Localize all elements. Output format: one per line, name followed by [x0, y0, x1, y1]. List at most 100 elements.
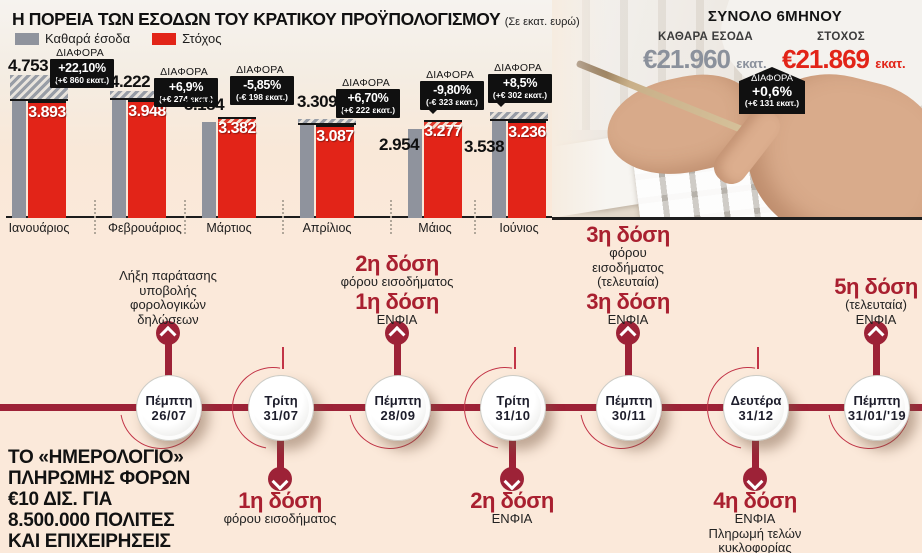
node-accent-line — [282, 347, 284, 369]
net-bar — [408, 129, 422, 218]
node-arrow-tip — [743, 467, 767, 491]
summary-diff-amount: (+€ 131 εκατ.) — [744, 98, 800, 108]
diff-tag: ΔΙΑΦΟΡΑ — [56, 47, 104, 59]
node-label-line: 5η δόση — [834, 274, 918, 299]
photo-fade — [552, 0, 607, 217]
net-bar — [492, 112, 506, 218]
node-circle: Πέμπτη 30/11 — [596, 375, 662, 441]
diff-pct: -9,80% — [433, 83, 471, 97]
node-date: 28/09 — [380, 408, 416, 423]
month-label: Μάιος — [418, 221, 452, 235]
node-label-line: ΕΝΦΙΑ — [855, 311, 897, 327]
target-value-label: 3.893 — [28, 104, 66, 121]
net-value-label: 3.309 — [297, 92, 338, 111]
difference-hatch — [110, 91, 168, 100]
node-label: 1η δόση φόρου εισοδήματος — [200, 489, 360, 527]
top-background — [0, 0, 562, 242]
chevron-up-icon — [388, 325, 406, 343]
diff-tag: ΔΙΑΦΟΡΑ — [236, 64, 284, 76]
node-label-line: εισοδήματος — [592, 259, 664, 275]
diff-callout: +6,70% (+€ 222 εκατ.) — [336, 89, 400, 118]
month-label: Απρίλιος — [302, 221, 352, 235]
summary-target-number: €21.869 — [782, 44, 870, 74]
node-circle: Πέμπτη 26/07 — [136, 375, 202, 441]
legend-target-label: Στόχος — [182, 31, 222, 46]
node-day: Δευτέρα — [730, 393, 782, 408]
node-label: 4η δόση ΕΝΦΙΑ Πληρωμή τελών κυκλοφορίας — [675, 489, 835, 553]
summary-target-value: €21.869 εκατ. — [782, 44, 906, 75]
timeline-heading-line: ΠΛΗΡΩΜΗΣ ΦΟΡΩΝ — [8, 468, 191, 489]
node-arrow-tip — [156, 321, 180, 345]
summary-title: ΣΥΝΟΛΟ 6ΜΗΝΟΥ — [707, 8, 843, 25]
node-label-line: 1η δόση — [238, 488, 322, 513]
summary-target-unit: εκατ. — [875, 56, 906, 71]
summary-target-label: ΣΤΟΧΟΣ — [817, 31, 865, 43]
node-date: 31/12 — [738, 408, 774, 423]
month-label: Μάρτιος — [206, 221, 252, 235]
diff-pct: +6,70% — [347, 91, 389, 105]
diff-callout: +6,9% (+€ 274 εκατ.) — [154, 78, 218, 107]
node-circle: Τρίτη 31/07 — [248, 375, 314, 441]
node-date: 31/07 — [263, 408, 299, 423]
diff-callout: -9,80% (-€ 323 εκατ.) — [420, 81, 484, 114]
node-label-line: Λήξη παράτασης — [119, 268, 217, 283]
node-label: Λήξη παράτασης υποβολής φορολογικών δηλώσεω… — [88, 268, 248, 327]
node-label-line: φόρου εισοδήματος — [340, 274, 454, 289]
diff-pct: +6,9% — [168, 80, 204, 94]
node-label-line: ΕΝΦΙΑ — [491, 511, 533, 526]
target-bar — [218, 117, 256, 218]
chart-legend: Καθαρά έσοδα Στόχος — [15, 31, 236, 46]
diff-callout: +8,5% (+€ 302 εκατ.) — [488, 74, 552, 107]
node-accent-line — [514, 347, 516, 369]
node-arrow-tip — [385, 321, 409, 345]
timeline-heading-line: ΤΟ «ΗΜΕΡΟΛΟΓΙΟ» — [8, 447, 184, 468]
summary-net-value: €21.960 εκατ. — [643, 44, 767, 75]
diff-pct: +22,10% — [58, 61, 106, 75]
node-circle: Πέμπτη 28/09 — [365, 375, 431, 441]
net-value-label: 3.184 — [184, 95, 225, 114]
node-label-line: 2η δόση — [470, 488, 554, 513]
month-separator — [390, 200, 392, 234]
month-separator — [474, 200, 476, 234]
timeline-heading-line: ΚΑΙ ΕΠΙΧΕΙΡΗΣΕΙΣ — [8, 531, 171, 552]
node-label: 3η δόση φόρου εισοδήματος (τελευταία) 3η δόσ… — [548, 223, 708, 327]
node-stem — [277, 407, 284, 479]
diff-tag: ΔΙΑΦΟΡΑ — [160, 66, 208, 78]
node-arrow-tip — [268, 467, 292, 491]
node-label-line: 4η δόση — [713, 488, 797, 513]
node-day: Τρίτη — [496, 393, 530, 408]
chart-unit-note: (Σε εκατ. ευρώ) — [504, 16, 580, 28]
node-label-line: ΕΝΦΙΑ — [376, 311, 418, 327]
month-label: Ιούνιος — [499, 221, 539, 235]
node-stem — [165, 333, 172, 407]
diff-callout: +22,10% (+€ 860 εκατ.) — [50, 59, 114, 88]
month-label: Φεβρουάριος — [108, 221, 182, 235]
node-date: 30/11 — [611, 408, 647, 423]
node-arrow-tip — [616, 321, 640, 345]
difference-hatch — [218, 117, 256, 123]
month-separator — [94, 200, 96, 234]
target-bar — [128, 100, 166, 218]
node-label-line: ΕΝΦΙΑ — [607, 311, 649, 327]
summary-net-label: ΚΑΘΑΡΑ ΕΣΟΔΑ — [658, 31, 753, 43]
diff-amount: (+€ 222 εκατ.) — [340, 105, 396, 115]
node-day: Πέμπτη — [374, 393, 422, 408]
net-bar — [202, 122, 216, 218]
node-stem — [509, 407, 516, 479]
net-swatch — [15, 32, 39, 45]
node-label-line: (τελευταία) — [845, 297, 907, 312]
chevron-up-icon — [159, 325, 177, 343]
diff-amount: (+€ 274 εκατ.) — [158, 94, 214, 104]
legend-item-net: Καθαρά έσοδα — [15, 31, 130, 46]
node-day: Πέμπτη — [853, 393, 901, 408]
summary-diff-pct: +0,6% — [751, 83, 793, 99]
net-value-label: 3.538 — [464, 137, 505, 156]
diff-amount: (-€ 198 εκατ.) — [236, 92, 288, 102]
timeline-line — [0, 404, 922, 411]
node-stem — [394, 333, 401, 407]
legend-item-target: Στόχος — [152, 31, 222, 46]
node-circle: Τρίτη 31/10 — [480, 375, 546, 441]
node-label-line: φορολογικών — [130, 297, 206, 312]
diff-pct: -5,85% — [243, 78, 281, 92]
